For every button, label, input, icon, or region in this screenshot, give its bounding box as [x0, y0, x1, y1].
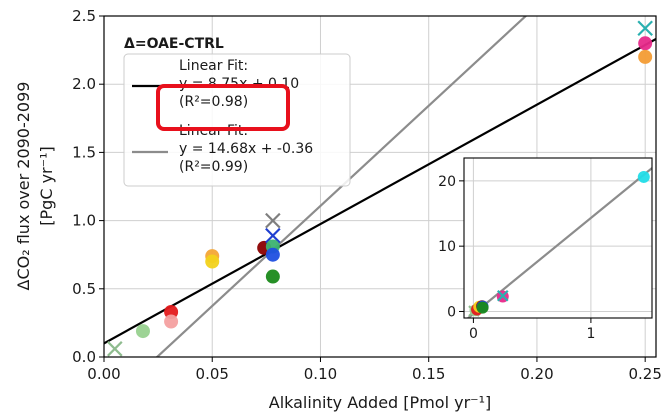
fit-line-2: [155, 16, 528, 357]
inset-y-tick-label: 0: [447, 304, 456, 320]
y-tick-label: 0.0: [72, 348, 96, 366]
inset-data-point-x: [496, 289, 509, 302]
y-tick-label: 0.5: [72, 280, 96, 298]
inset-y-tick-label: 20: [438, 174, 456, 190]
data-point: [135, 324, 150, 339]
data-point: [265, 247, 280, 262]
inset-x-tick-label: 1: [586, 326, 595, 342]
y-tick-label: 2.5: [72, 7, 96, 25]
fit-line-1: [104, 38, 656, 345]
x-axis-ticks: 0.00 0.05 0.10 0.15 0.20 0.25: [87, 357, 662, 383]
x-tick-label: 0.10: [304, 365, 337, 383]
x-tick-label: 0.00: [87, 365, 120, 383]
data-point: [205, 254, 220, 269]
legend-title: Δ=OAE-CTRL: [124, 36, 224, 52]
inset-background: [464, 158, 652, 318]
y-axis-ticks: 0.0 0.5 1.0 1.5 2.0 2.5: [72, 7, 104, 366]
inset-grid: [464, 158, 652, 318]
inset-data-point: [637, 170, 650, 183]
inset-fit-line: [466, 167, 652, 318]
plot-frame: [103, 15, 657, 358]
y-axis-label-line1: ΔCO₂ flux over 2090-2099: [14, 82, 33, 291]
legend-entry-1-line3: (R²=0.98): [179, 94, 248, 110]
data-point: [164, 314, 179, 329]
inset-y-tick-label: 10: [438, 239, 456, 255]
data-point: [265, 269, 280, 284]
inset-frame: [463, 157, 653, 319]
data-point: [638, 49, 653, 64]
legend-entry-2-line3: (R²=0.99): [179, 159, 248, 175]
inset-data-points: [468, 170, 650, 317]
inset-fit-line-1: [466, 167, 652, 318]
legend-entry-2-line2: y = 14.68x + -0.36: [179, 141, 313, 157]
inset-x-tick-label: 0: [469, 326, 478, 342]
highlight-box: [156, 84, 290, 131]
main-fit-lines: [104, 16, 656, 357]
inset-data-point: [476, 301, 489, 314]
data-point-x: [637, 20, 653, 37]
y-tick-label: 2.0: [72, 75, 96, 93]
y-axis-label-line2: [PgC yr⁻¹]: [37, 146, 56, 225]
data-point-x: [265, 212, 281, 229]
y-tick-label: 1.5: [72, 143, 96, 161]
x-tick-label: 0.15: [412, 365, 445, 383]
y-tick-label: 1.0: [72, 212, 96, 230]
data-point-x: [265, 227, 281, 244]
main-data-points: [107, 20, 653, 357]
x-tick-label: 0.05: [196, 365, 229, 383]
data-point: [638, 36, 653, 51]
legend-entry-1-line1: Linear Fit:: [179, 58, 248, 74]
data-point-x: [107, 341, 123, 357]
legend: Δ=OAE-CTRL Linear Fit: y = 8.75x + 0.10 …: [123, 36, 351, 187]
x-axis-label: Alkalinity Added [Pmol yr⁻¹]: [269, 393, 492, 412]
x-tick-label: 0.20: [520, 365, 553, 383]
x-tick-label: 0.25: [628, 365, 661, 383]
inset-y-ticks: 0 10 20: [438, 174, 464, 320]
